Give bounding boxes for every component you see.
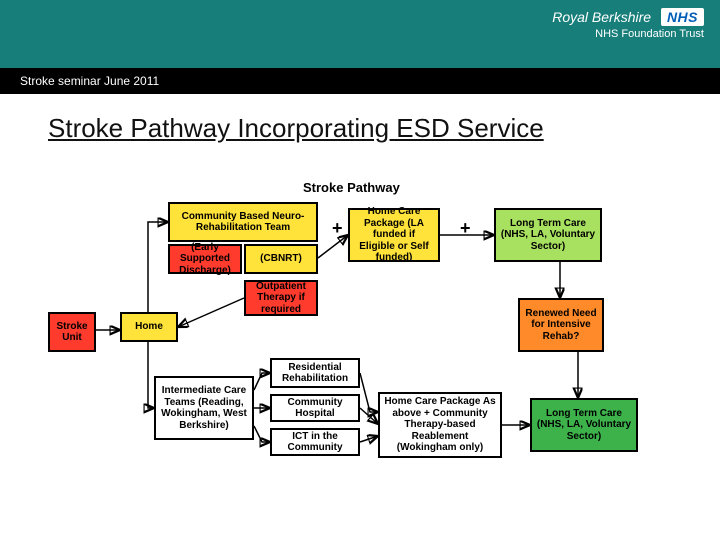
header-bar: Royal Berkshire NHS NHS Foundation Trust	[0, 0, 720, 68]
node-res-rehab: Residential Rehabilitation	[270, 358, 360, 388]
diagram-title: Stroke Pathway	[303, 180, 400, 195]
node-comm-hosp: Community Hospital	[270, 394, 360, 422]
node-outpatient: Outpatient Therapy if required	[244, 280, 318, 316]
node-stroke-unit: Stroke Unit	[48, 312, 96, 352]
edge-comm_hosp-home_care_bot	[360, 408, 378, 424]
node-long-term-bot: Long Term Care (NHS, LA, Voluntary Secto…	[530, 398, 638, 452]
seminar-strip: Stroke seminar June 2011	[0, 68, 720, 94]
edge-res_rehab-home_care_bot	[360, 373, 378, 412]
edge-home-cbnrt	[148, 222, 168, 312]
node-cbnrt-tag: (CBNRT)	[244, 244, 318, 274]
node-cbnrt: Community Based Neuro-Rehabilitation Tea…	[168, 202, 318, 242]
brand-name: Royal Berkshire	[552, 9, 651, 25]
node-ict-comm: ICT in the Community	[270, 428, 360, 456]
brand-sub: NHS Foundation Trust	[552, 28, 704, 40]
plus-mark: +	[332, 218, 343, 239]
node-home: Home	[120, 312, 178, 342]
nhs-badge: NHS	[661, 8, 704, 26]
node-home-care-bot: Home Care Package As above + Community T…	[378, 392, 502, 458]
edge-ict-res_rehab	[254, 373, 270, 390]
edge-outpatient-home	[178, 298, 244, 327]
edge-ict-ict_comm	[254, 426, 270, 442]
seminar-label: Stroke seminar June 2011	[20, 74, 159, 88]
slide: Royal Berkshire NHS NHS Foundation Trust…	[0, 0, 720, 540]
edge-ict_comm-home_care_bot	[360, 436, 378, 442]
plus-mark: +	[460, 218, 471, 239]
node-esd: (Early Supported Discharge)	[168, 244, 242, 274]
brand-line: Royal Berkshire NHS	[552, 8, 704, 26]
brand-block: Royal Berkshire NHS NHS Foundation Trust	[552, 8, 704, 40]
diagram-canvas: Stroke Pathway Stroke Unit Home Community …	[48, 180, 678, 520]
node-home-care-top: Home Care Package (LA funded if Eligible…	[348, 208, 440, 262]
node-ict: Intermediate Care Teams (Reading, Woking…	[154, 376, 254, 440]
node-renewed: Renewed Need for Intensive Rehab?	[518, 298, 604, 352]
page-title: Stroke Pathway Incorporating ESD Service	[48, 112, 544, 145]
node-long-term-top: Long Term Care (NHS, LA, Voluntary Secto…	[494, 208, 602, 262]
